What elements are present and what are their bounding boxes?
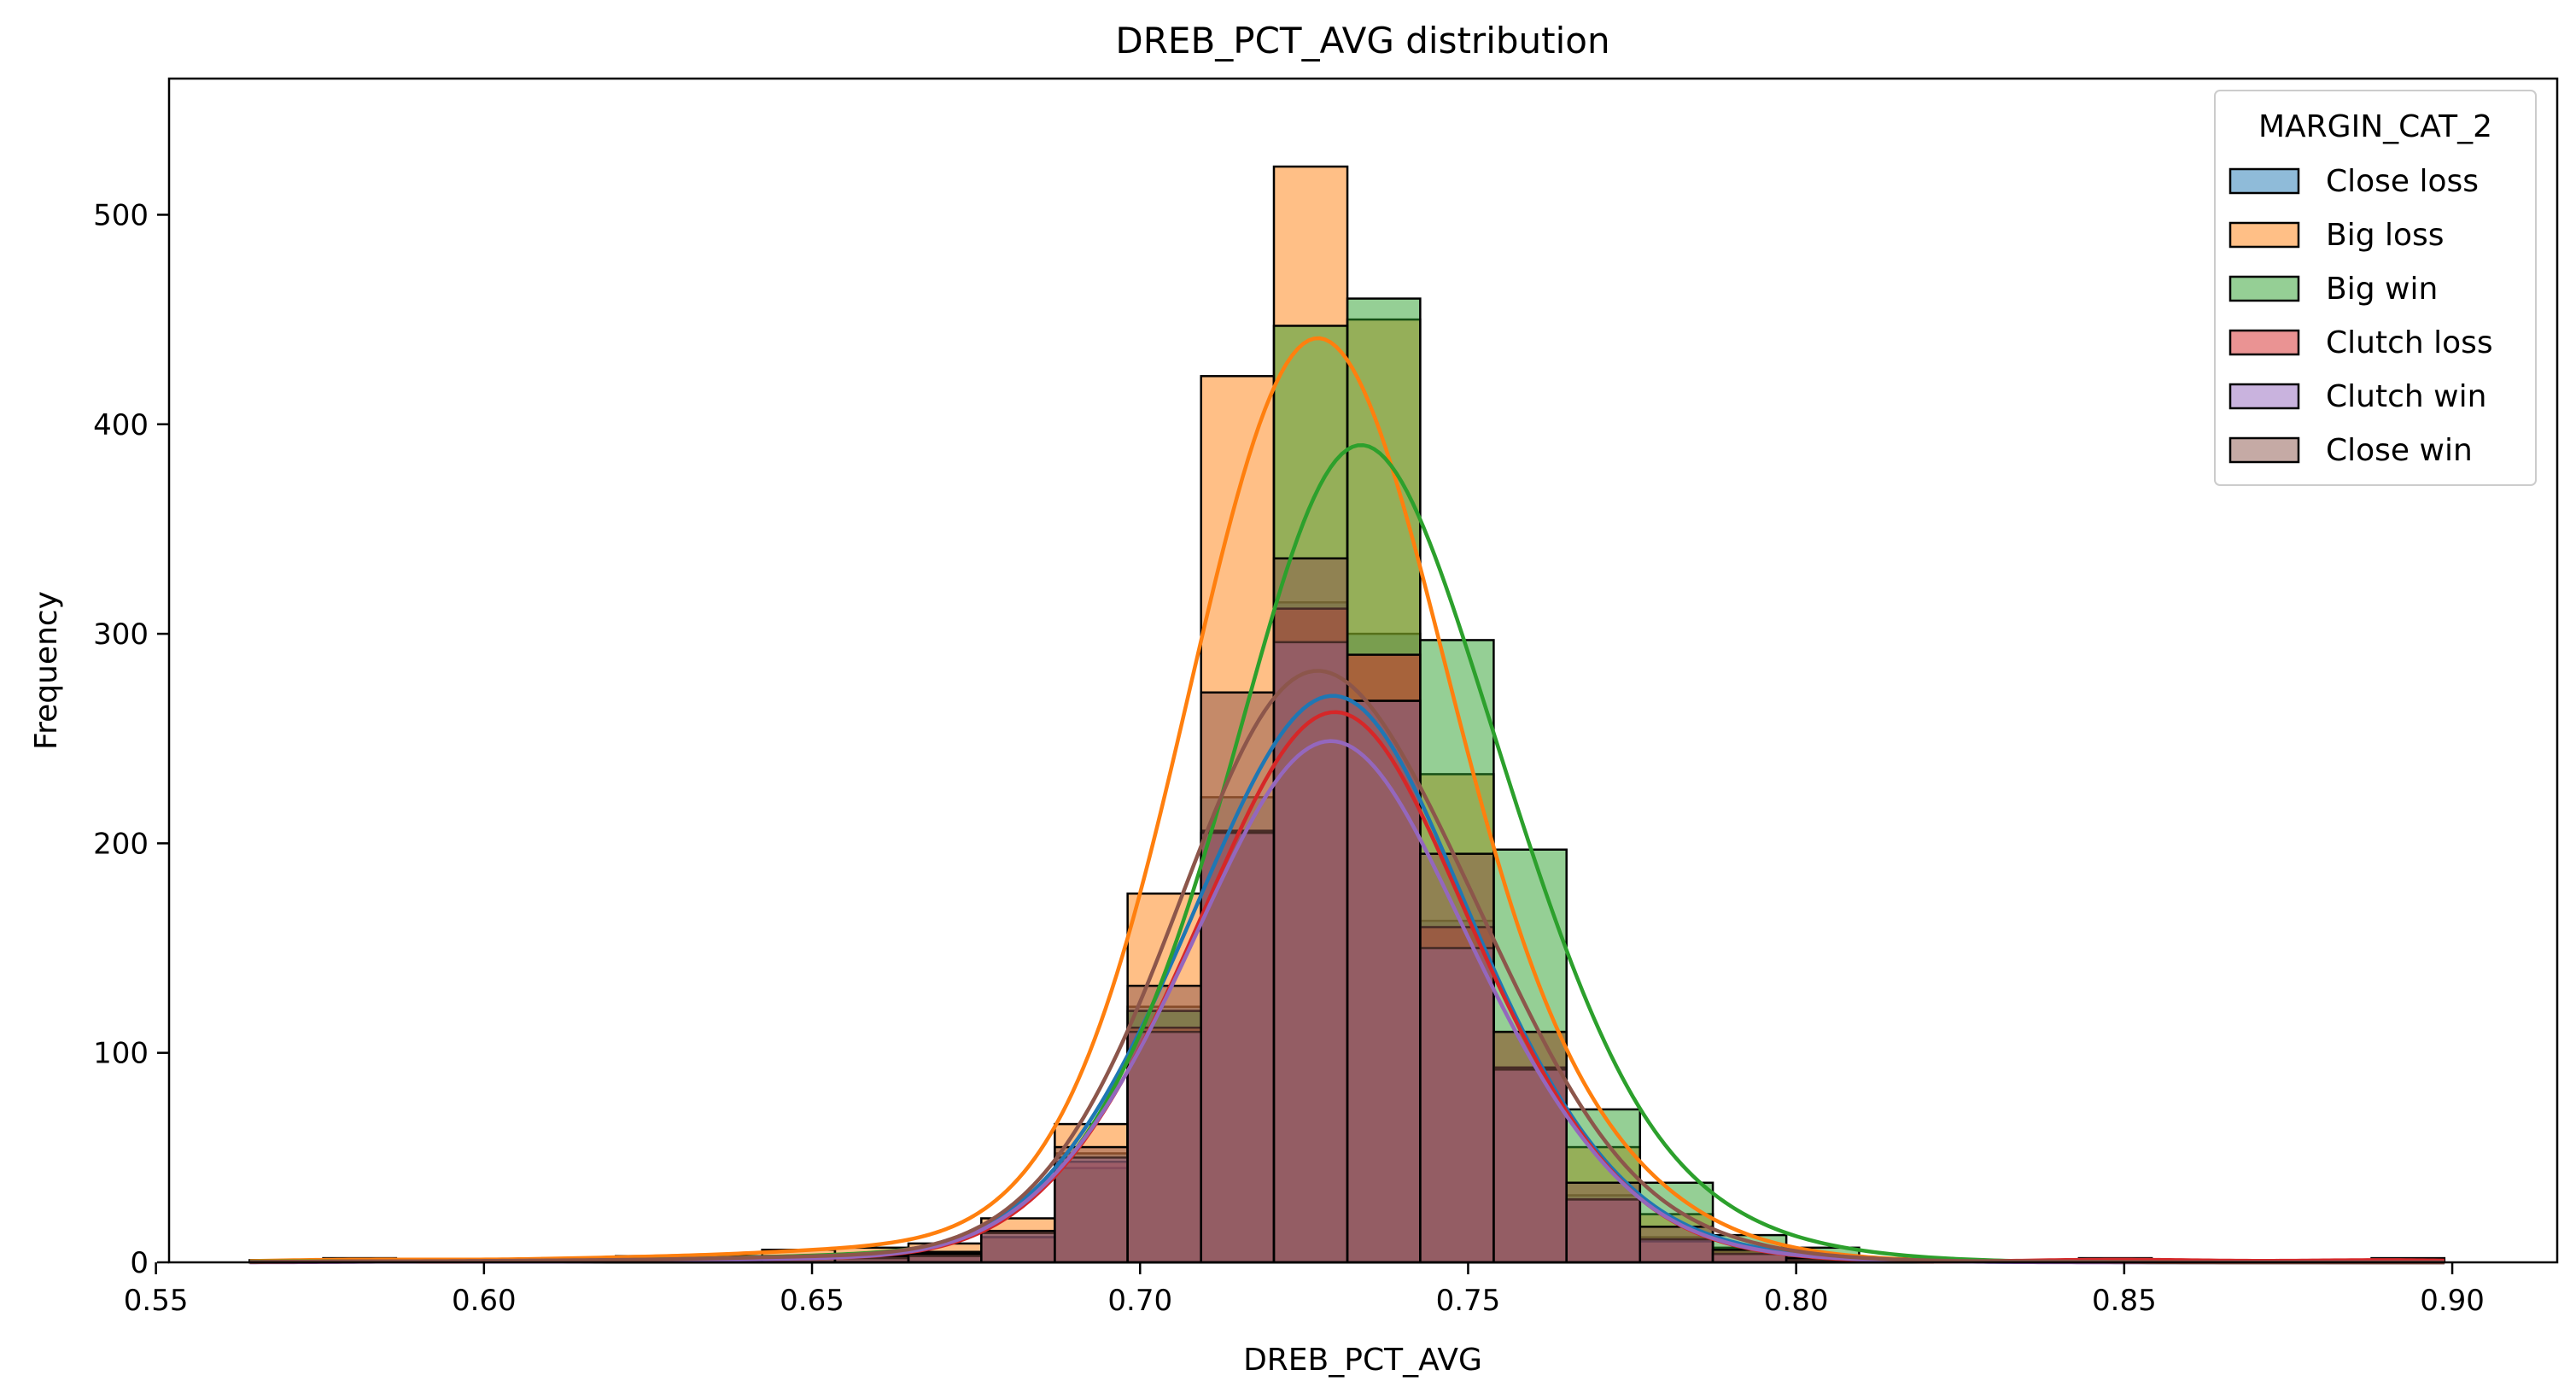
- legend-entries: Close loss Big loss Big win Clutch loss Clut…: [2228, 164, 2493, 468]
- legend-label-close-win: Close win: [2326, 433, 2473, 468]
- x-tick-label: 0.80: [1764, 1284, 1829, 1318]
- y-tick-label: 400: [93, 408, 149, 442]
- bar-close-win-12: [1126, 984, 1202, 1264]
- bar-close-win-13: [1200, 691, 1276, 1264]
- bar-close-win-15: [1346, 700, 1422, 1264]
- legend-swatch-clutch-win: [2228, 383, 2300, 410]
- legend-label-big-loss: Big loss: [2326, 218, 2445, 253]
- legend-entry-big-loss: Big loss: [2228, 218, 2445, 253]
- legend-entry-clutch-loss: Clutch loss: [2228, 325, 2493, 360]
- legend-swatch-big-loss: [2228, 221, 2300, 249]
- x-tick-label: 0.75: [1436, 1284, 1501, 1318]
- legend-entry-close-loss: Close loss: [2228, 164, 2479, 199]
- x-tick-label: 0.90: [2420, 1284, 2485, 1318]
- y-tick-label: 0: [130, 1246, 149, 1280]
- legend-swatch-close-loss: [2228, 167, 2300, 195]
- legend-label-clutch-loss: Clutch loss: [2326, 325, 2493, 360]
- bar-close-win-17: [1492, 1030, 1568, 1264]
- legend-swatch-clutch-loss: [2228, 329, 2300, 356]
- y-axis-label: Frequency: [29, 591, 64, 750]
- y-tick-label: 200: [93, 827, 149, 861]
- bar-close-win-18: [1565, 1181, 1642, 1264]
- y-axis: 0 100 200 300 400 500: [93, 198, 169, 1280]
- legend-label-big-win: Big win: [2326, 272, 2438, 307]
- x-tick-label: 0.70: [1107, 1284, 1172, 1318]
- bar-close-win-10: [980, 1229, 1056, 1264]
- legend-label-close-loss: Close loss: [2326, 164, 2479, 199]
- legend-swatch-close-win: [2228, 436, 2300, 464]
- legend-entry-big-win: Big win: [2228, 272, 2438, 307]
- x-tick-label: 0.65: [780, 1284, 844, 1318]
- legend-title: MARGIN_CAT_2: [2258, 109, 2492, 144]
- x-tick-label: 0.85: [2092, 1284, 2157, 1318]
- legend-entry-clutch-win: Clutch win: [2228, 379, 2486, 414]
- y-tick-label: 300: [93, 618, 149, 652]
- legend-entry-close-win: Close win: [2228, 433, 2473, 468]
- legend-swatch-big-win: [2228, 275, 2300, 302]
- chart-title: DREB_PCT_AVG distribution: [1115, 20, 1609, 61]
- bar-close-win-14: [1272, 557, 1349, 1264]
- x-tick-label: 0.55: [124, 1284, 189, 1318]
- x-axis-label: DREB_PCT_AVG: [1243, 1343, 1482, 1378]
- bar-close-win-9: [907, 1252, 983, 1264]
- x-axis: 0.55 0.60 0.65 0.70 0.75 0.80 0.85 0.90: [124, 1262, 2485, 1318]
- y-tick-label: 100: [93, 1037, 149, 1071]
- plot-area-frame: [167, 77, 2559, 1264]
- histogram-bars: [248, 165, 2446, 1264]
- legend-label-clutch-win: Clutch win: [2326, 379, 2486, 414]
- x-tick-label: 0.60: [452, 1284, 517, 1318]
- y-tick-label: 500: [93, 198, 149, 232]
